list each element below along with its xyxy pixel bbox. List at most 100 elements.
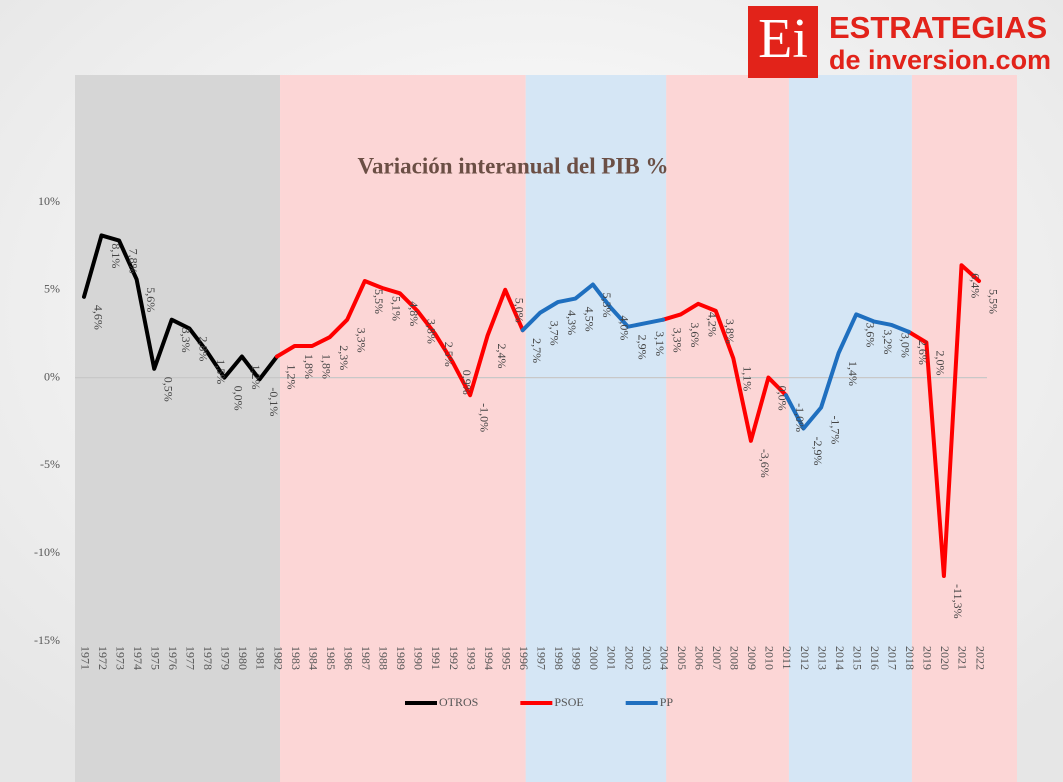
data-label: 2,8% [197,336,211,361]
series-line [82,233,279,382]
data-label: 5,1% [390,296,404,321]
logo-name: ESTRATEGIAS [829,10,1047,45]
logo-domain: de inversion.com [829,45,1051,75]
x-tick-label: 1996 [517,646,531,670]
y-tick-label: 0% [44,369,60,383]
x-tick-label: 1973 [113,646,127,670]
government-band [666,75,789,782]
data-label: 3,1% [653,331,667,356]
x-tick-label: 1982 [271,646,285,670]
data-label: 2,0% [934,350,948,375]
x-tick-label: 2021 [956,646,970,670]
bands [75,75,1017,782]
data-label: 8,1% [109,243,123,268]
x-tick-label: 1974 [131,646,145,670]
x-tick-label: 1984 [306,646,320,670]
x-tick-label: 2022 [973,646,987,670]
x-tick-label: 1971 [78,646,92,670]
x-tick-label: 1980 [236,646,250,670]
legend-label: PSOE [554,695,583,709]
x-tick-label: 2011 [780,646,794,670]
government-band [75,75,281,782]
data-label: 5,6% [144,287,158,312]
x-tick-label: 2020 [938,646,952,670]
x-tick-label: 2000 [587,646,601,670]
x-tick-label: 1976 [166,646,180,670]
x-tick-label: 1999 [570,646,584,670]
data-label: 2,4% [495,343,509,368]
x-tick-label: 2016 [868,646,882,670]
data-label: 6,4% [969,273,983,298]
data-label: 2,5% [442,342,456,367]
data-label: 4,0% [618,315,632,340]
x-tick-label: 2017 [886,646,900,670]
x-tick-label: 1991 [429,646,443,670]
data-label: 0,0% [776,386,790,411]
series-line [275,263,981,578]
y-tick-label: 10% [38,194,60,208]
data-label: 3,3% [354,328,368,353]
x-tick-label: 2018 [903,646,917,670]
data-label: 3,2% [881,329,895,354]
data-label: 1,8% [319,354,333,379]
x-tick-label: 2003 [640,646,654,670]
data-label: 7,8% [126,249,140,274]
x-tick-label: 1990 [412,646,426,670]
data-label: 5,5% [986,289,1000,314]
x-tick-label: 2013 [815,646,829,670]
x-tick-label: 1979 [219,646,233,670]
x-tick-label: 2009 [745,646,759,670]
data-label: 4,2% [705,312,719,337]
data-label: 3,3% [670,328,684,353]
x-tick-label: 1981 [254,646,268,670]
data-label: -0,1% [267,387,281,416]
data-label: -1,7% [828,415,842,444]
data-label: 4,5% [583,307,597,332]
data-label: 2,6% [916,340,930,365]
x-tick-label: 1975 [148,646,162,670]
x-tick-label: 1998 [552,646,566,670]
data-label: -2,9% [811,437,825,466]
data-label: 3,8% [723,319,737,344]
government-band [788,75,912,782]
data-label: 2,9% [635,335,649,360]
chart-title: Variación interanual del PIB % [358,153,669,178]
data-label: 0,9% [460,370,474,395]
x-tick-label: 1978 [201,646,215,670]
x-tick-label: 1983 [289,646,303,670]
data-label: 3,7% [548,321,562,346]
x-tick-label: 2008 [728,646,742,670]
data-label: 3,3% [179,328,193,353]
logo-mark: Ei [758,8,808,70]
x-tick-label: 1989 [394,646,408,670]
data-label: 4,6% [91,305,105,330]
y-tick-label: -5% [40,457,60,471]
x-tick-label: 2004 [657,646,671,670]
data-label: 2,3% [337,345,351,370]
data-label: -11,3% [951,584,965,619]
data-label: 4,3% [565,310,579,335]
x-tick-label: 1985 [324,646,338,670]
data-label: 1,8% [302,354,316,379]
data-label: 5,0% [512,298,526,323]
data-label: 3,6% [688,322,702,347]
x-tick-label: 1992 [447,646,461,670]
data-label: 0,5% [161,377,175,402]
x-tick-label: 2010 [763,646,777,670]
government-band [525,75,667,782]
y-tick-label: -15% [34,633,60,647]
x-tick-label: 1977 [184,646,198,670]
data-label: -1,0% [477,403,491,432]
government-band [911,75,1017,782]
x-tick-label: 2015 [850,646,864,670]
series-line [520,282,911,431]
data-label: 1,2% [249,365,263,390]
data-label: 1,5% [214,359,228,384]
x-tick-label: 1986 [341,646,355,670]
data-label: 1,1% [741,366,755,391]
data-label: 4,8% [407,301,421,326]
data-label: -3,6% [758,449,772,478]
x-tick-label: 2005 [675,646,689,670]
legend-label: OTROS [439,695,478,709]
